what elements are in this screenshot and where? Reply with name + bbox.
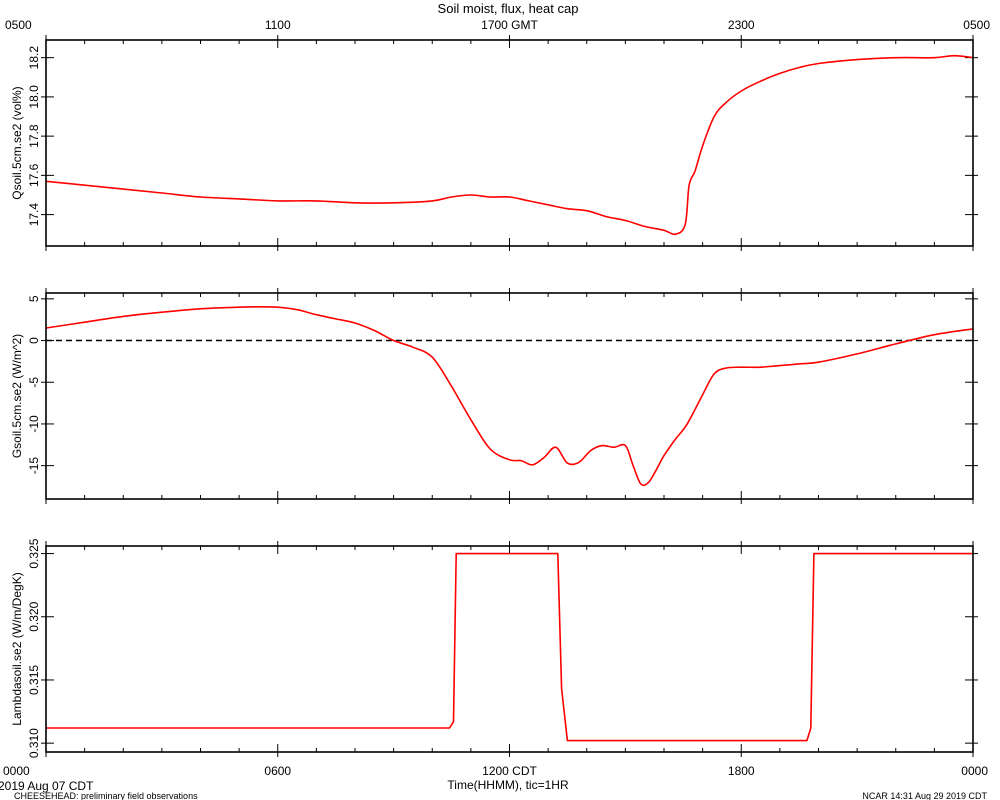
top-tick-label: 1700 GMT [481,18,538,32]
series-line [45,305,974,487]
y-tick-label: 0 [27,337,41,344]
chart-title: Soil moist, flux, heat cap [438,1,579,16]
series-line [45,54,974,236]
panel-1: 17.4 17.6 17.8 18.0 18.2 Qsoil.5cm.se2 (vol%) [10,35,978,251]
panel-frame [45,39,974,247]
y-tick-label: 0.325 [27,538,41,568]
panel-frame [45,292,974,500]
y-tick-label: 0.315 [27,665,41,695]
y-tick-label: 18.0 [27,85,41,109]
bottom-tick-label: 1200 CDT [482,764,537,778]
y-tick-label: -5 [27,377,41,388]
y-tick-label: 17.4 [27,203,41,227]
footer-project: CHEESEHEAD: preliminary field observatio… [14,791,198,800]
y-tick-label: 0.310 [27,728,41,758]
footer-credit: NCAR 14:31 Aug 29 2019 CDT [862,791,987,800]
footer-date: 2019 Aug 07 CDT [0,779,94,793]
y-tick-label: -15 [27,457,41,475]
x-axis-label: Time(HHMM), tic=1HR [447,778,569,792]
y-tick-label: 17.8 [27,124,41,148]
panel-frame [45,545,974,753]
bottom-tick-label: 1800 [728,764,755,778]
y-tick-label: 17.6 [27,163,41,187]
top-tick-label: 1100 [265,18,291,32]
top-tick-label: 0500 [5,18,32,32]
series-line [46,552,973,742]
top-axis-labels: 0500 1100 1700 GMT 2300 0500 [5,18,990,32]
chart-panels: 17.4 17.6 17.8 18.0 18.2 Qsoil.5cm.se2 (vol%)… [10,35,978,758]
y-tick-label: 0.320 [27,601,41,631]
y-axis-label: Qsoil.5cm.se2 (vol%) [10,86,24,199]
y-axis-label: Lambdasoil.se2 (W/m/DegK) [10,572,24,725]
y-tick-label: -10 [27,415,41,433]
y-tick-label: 5 [27,295,41,302]
top-tick-label: 2300 [728,18,755,32]
bottom-tick-label: 0000 [3,764,30,778]
top-tick-label: 0500 [963,18,990,32]
bottom-tick-label: 0600 [264,764,291,778]
y-tick-label: 18.2 [27,46,41,70]
bottom-tick-label: 0000 [961,764,988,778]
bottom-axis-labels: 0000 0600 1200 CDT 1800 0000 [3,764,988,778]
y-axis-label: Gsoil.5cm.se2 (W/m^2) [10,334,24,458]
